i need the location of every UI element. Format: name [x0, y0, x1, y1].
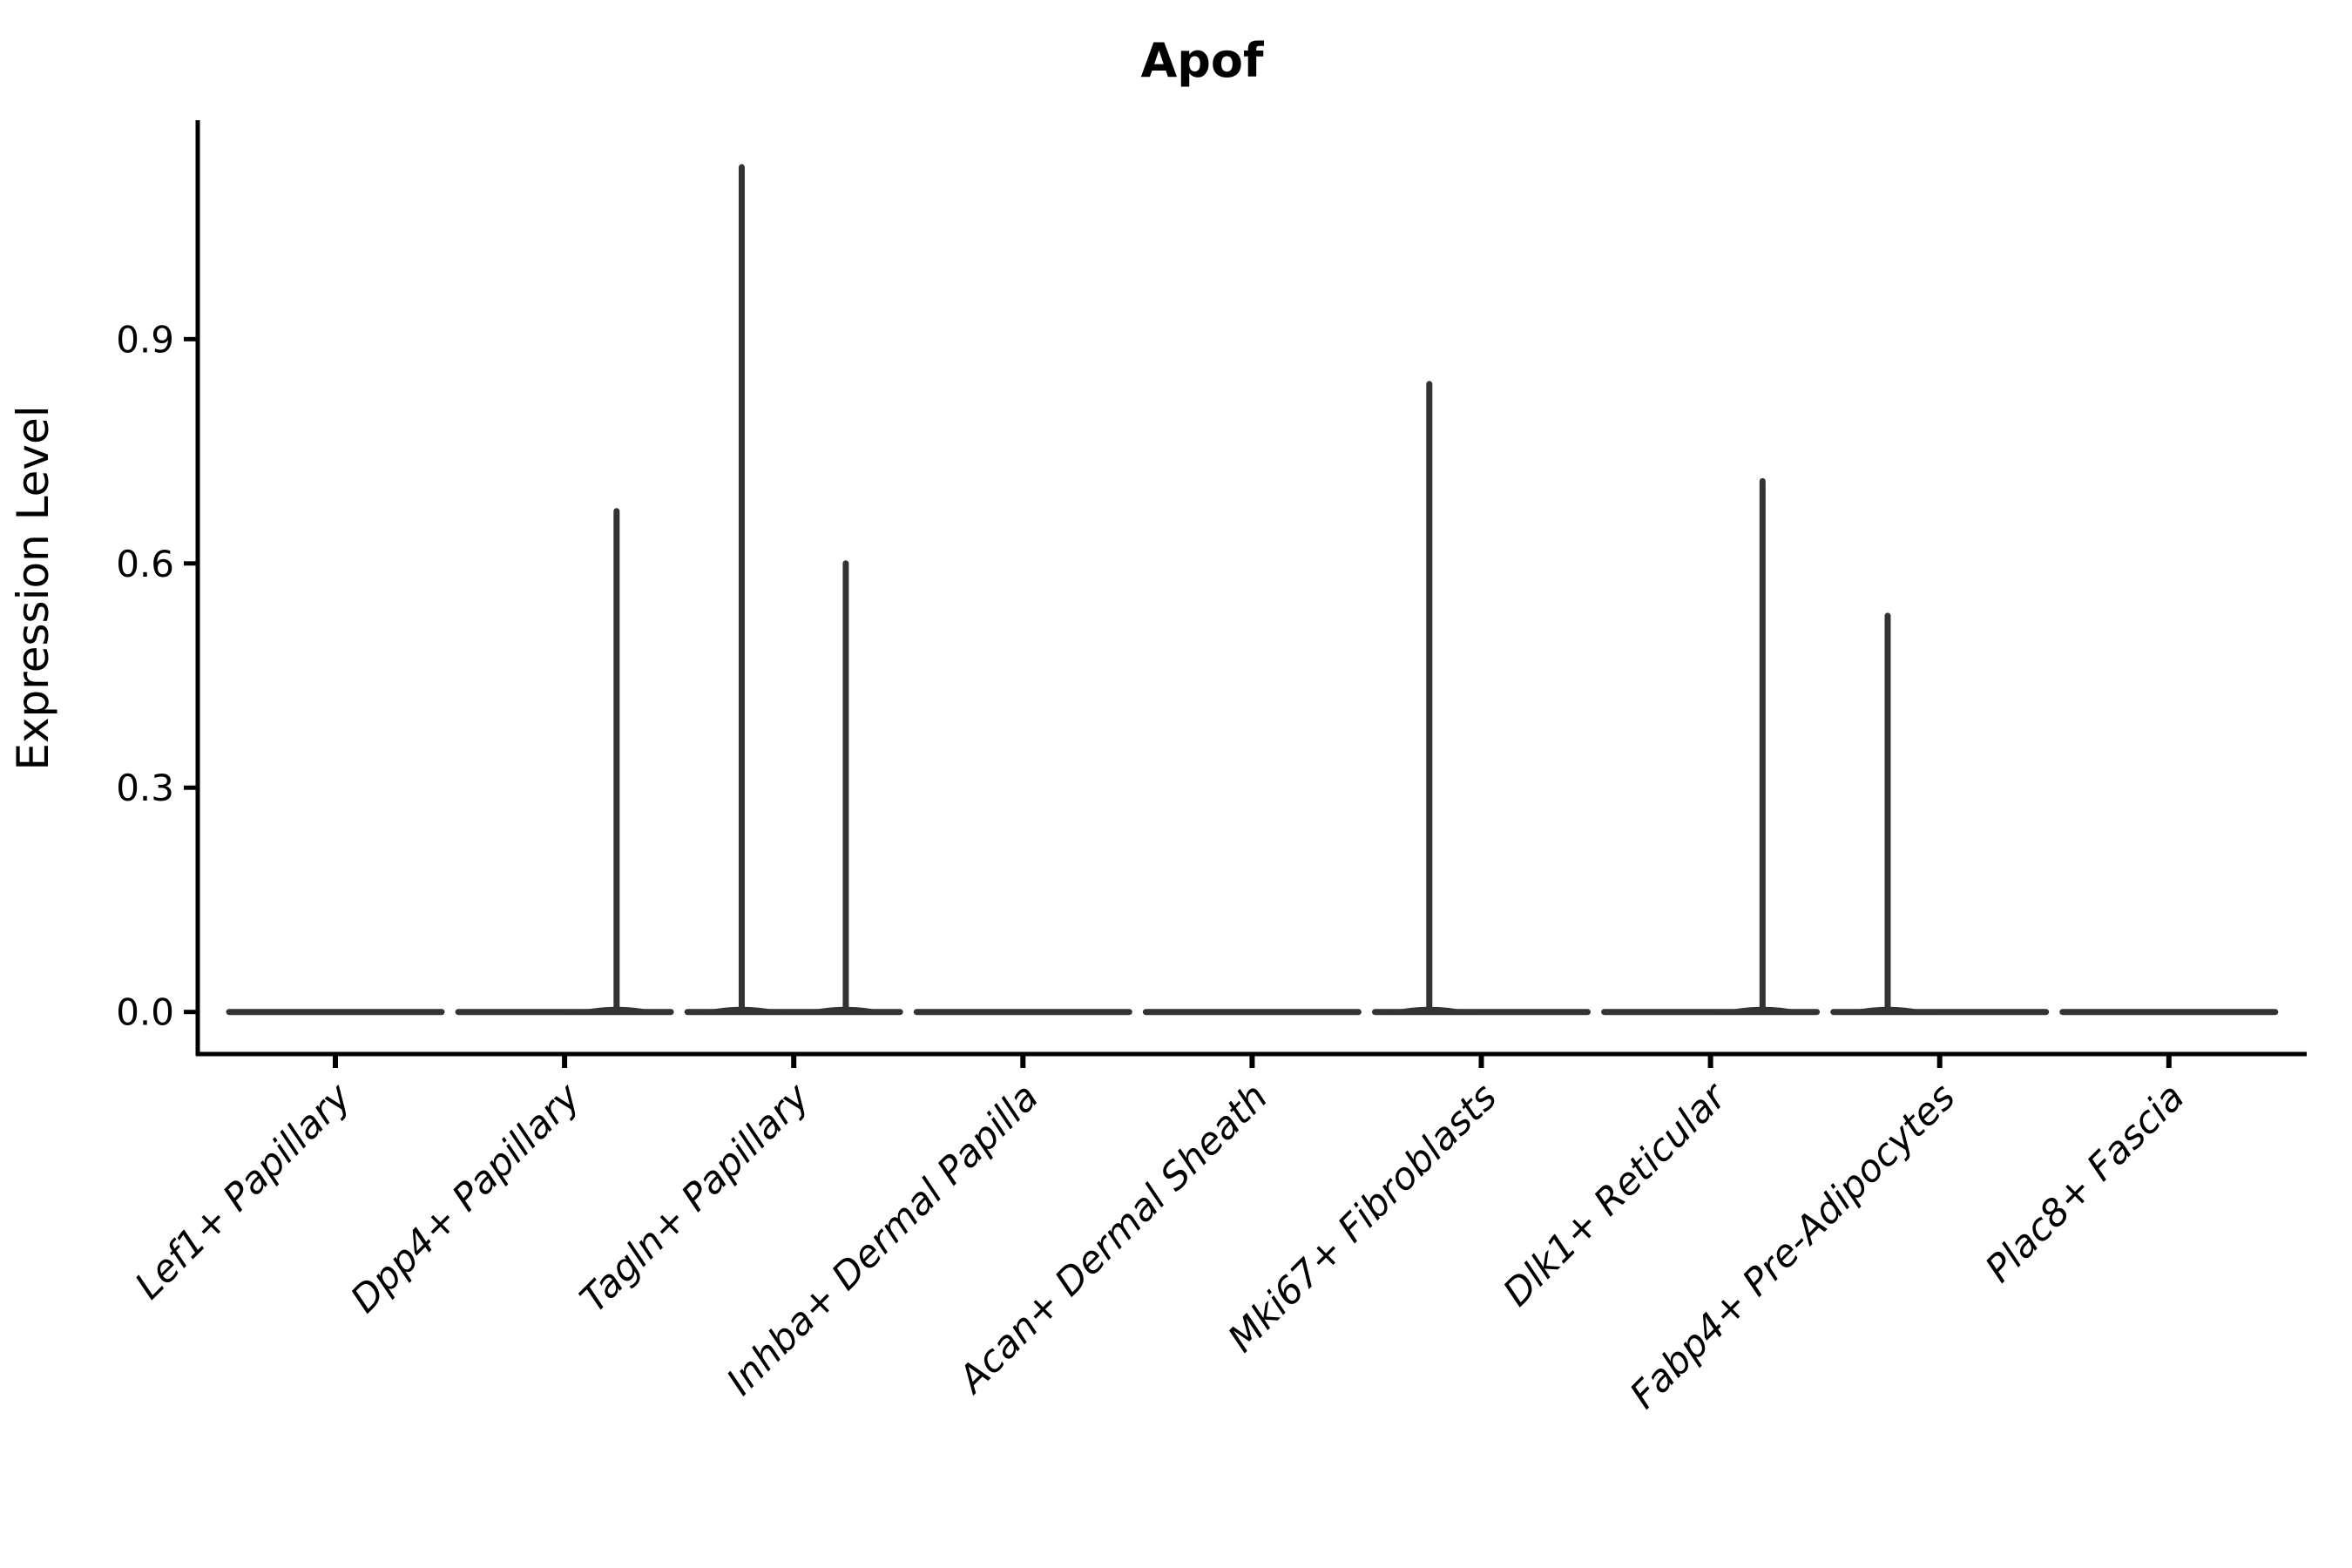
y-axis-label: Expression Level [8, 405, 58, 770]
y-tick-label: 0.6 [116, 543, 174, 585]
violin [1372, 381, 1591, 1016]
y-tick-label: 0.0 [116, 991, 174, 1034]
y-tick-label: 0.9 [116, 318, 174, 361]
violin [684, 164, 903, 1016]
x-tick-label: Tagln+ Papillary [572, 1075, 819, 1321]
chart-title: Apof [1140, 33, 1264, 88]
x-tick-label: Lef1+ Papillary [127, 1075, 360, 1308]
violin [1830, 612, 2050, 1016]
x-tick-label: Dlk1+ Reticular [1495, 1074, 1736, 1315]
y-tick-label: 0.3 [116, 767, 174, 809]
x-tick-label: Plac8+ Fascia [1977, 1075, 2193, 1291]
axes-layer [184, 120, 2307, 1068]
violin [455, 508, 674, 1016]
violin [1601, 477, 1821, 1016]
violin-layer [226, 164, 2279, 1016]
x-tick-label: Dpp4+ Papillary [342, 1075, 589, 1321]
